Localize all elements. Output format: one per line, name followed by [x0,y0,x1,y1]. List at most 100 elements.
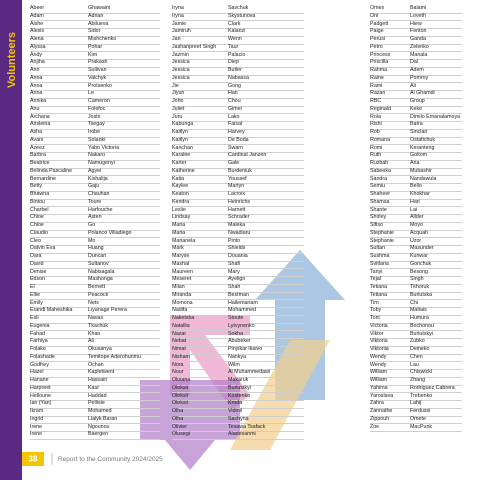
first-name: Momona [172,299,193,306]
name-row: Ingrid Llalyk Baran [30,416,160,425]
name-row: Toby Maltais [370,307,462,316]
first-name: Oleksii [172,384,188,391]
last-name: Pohar [88,43,103,50]
first-name: Toni [370,315,380,321]
first-name: Mark [172,245,184,252]
last-name: Keke [410,105,423,112]
first-name: Tetiana [370,284,388,290]
name-row: Anna Le [30,90,160,99]
name-row: Aishe Abilueva [30,21,160,30]
first-name: Raine [370,74,384,81]
first-name: Oleksii [172,392,188,399]
last-name: Llalyk Baran [88,415,118,422]
name-row: Karter Gale [172,160,304,169]
last-name: Humura [410,315,429,321]
last-name: Singh [410,276,424,283]
last-name: Wenn [228,36,242,42]
last-name: Ochan [88,361,104,368]
page-badge [22,452,44,466]
name-row: Oleksii Kroda [172,400,304,409]
last-name: Protsenko [88,82,112,89]
name-row: Rola Dimilo Emanalamoya [370,114,462,123]
name-row: Yahima Rodriguez Cabrera [370,385,462,394]
first-name: Irene [30,423,43,430]
page-number: 38 [29,455,38,464]
name-row: Dalvin Eva Huang [30,245,160,254]
last-name: Burlutska [410,291,433,298]
name-row: Natallia Lytvynenko [172,323,304,332]
last-name: Chou [228,98,241,104]
name-row: Oni Loveth [370,13,462,22]
first-name: Rishi [370,121,382,128]
last-name: Ganda [410,36,426,42]
sidebar-title: Volunteers [6,32,18,88]
name-row: Victoria Bochonou [370,323,462,332]
first-name: Razan [370,90,386,97]
name-row: Raine Pomroy [370,75,462,84]
last-name: Haddad [88,392,107,399]
name-row: Oleksii Burlutskyi [172,385,304,394]
last-name: Kaur [88,384,100,391]
first-name: Harpreet [30,384,51,391]
first-name: RBC [370,98,382,104]
first-name: Betty [30,183,43,190]
name-row: Olha Sachyna [172,416,304,425]
last-name: Adem [410,67,424,73]
name-row: Belinda Pascaline Agyei [30,168,160,177]
name-row: Kanchan Swarn [172,145,304,154]
first-name: Tejal [370,276,381,283]
first-name: Nadifa [172,307,188,314]
last-name: Masunder [410,245,434,252]
name-row: Juru Lako [172,114,304,123]
last-name: Ayelign [228,276,246,283]
first-name: Jamie [172,20,187,27]
last-name: Folefoc [88,105,106,112]
last-name: Moyo [410,222,423,228]
name-row: Denise Nabisagala [30,269,160,278]
first-name: Jamiruh [172,28,191,35]
last-name: Yabo Victoria [88,144,120,151]
first-name: Kaitlyn [172,129,188,135]
name-row: Romana Ostafichuk [370,137,462,146]
last-name: Omete [410,415,426,422]
name-row: Anu Folefoc [30,106,160,115]
name-row: Godfrey Ochan [30,362,160,371]
last-name: Ferdussi [410,408,431,414]
last-name: Nankya [228,353,246,360]
last-name: Pomroy [410,74,429,81]
name-row: Rob Sinclair [370,129,462,138]
first-name: Bernardine [30,175,56,182]
last-name: Chauhan [88,191,110,197]
first-name: Maria [172,229,186,236]
last-name: Kroda [228,400,243,407]
first-name: Tanyi [370,268,383,275]
name-row: Iryna Savchuk [172,5,304,14]
first-name: Sushma [370,253,390,259]
name-row: Chloe Asten [30,214,160,223]
name-row: Sandra Nandawula [370,176,462,185]
name-row: Jashanpreet Singh Taur [172,44,304,53]
name-row: Rishi Batra [370,121,462,130]
first-name: Semiu [370,183,386,190]
last-name: Burlutskyi [410,330,433,337]
name-row: Tejal Singh [370,276,462,285]
name-row: Olusegi Aladesanmi [172,431,304,440]
first-name: Juru [172,113,183,120]
first-name: Zahra [370,400,384,407]
last-name: Mubashir [410,167,432,174]
name-row: Alena Mishchenko [30,36,160,45]
name-row: Shante Lai [370,207,462,216]
name-row: Shamsa Hari [370,199,462,208]
name-row: Ruzbah Aria [370,160,462,169]
name-row: Betty Gaju [30,183,160,192]
first-name: Chloe [30,214,44,221]
name-row: Jessica Diep [172,59,304,68]
last-name: Prakash [88,59,108,66]
first-name: Leslie [172,206,186,213]
first-name: Fahad [30,330,46,337]
name-row: Toni Humura [370,315,462,324]
first-name: Kendra [172,198,190,205]
last-name: Kim [88,51,98,58]
name-row: Kaitlyn De Boda [172,137,304,146]
